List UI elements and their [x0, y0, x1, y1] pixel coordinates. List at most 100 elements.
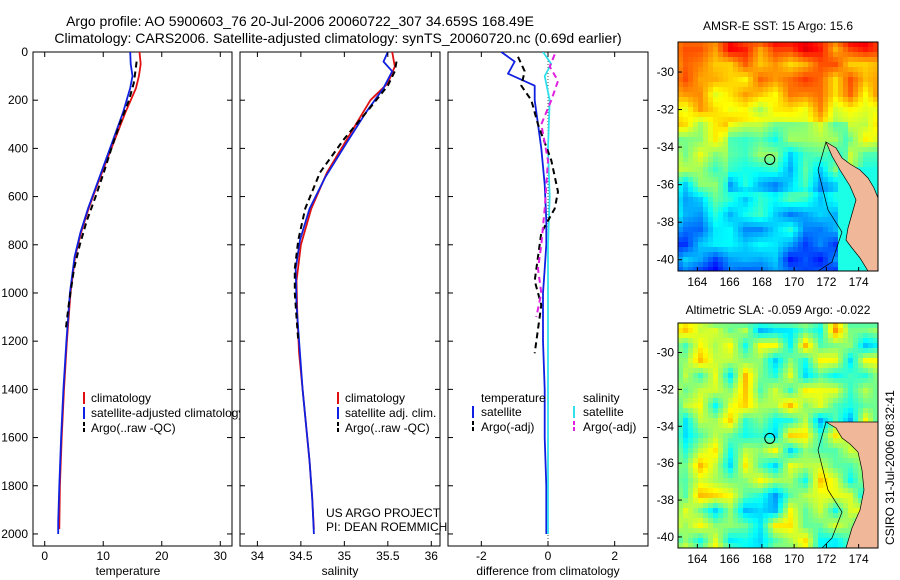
heatmap-cell — [693, 152, 699, 158]
heatmap-cell — [873, 378, 878, 384]
heatmap-cell — [753, 403, 759, 409]
heatmap-cell — [758, 333, 764, 339]
heatmap-cell — [678, 252, 684, 258]
heatmap-cell — [773, 202, 779, 208]
heatmap-cell — [828, 368, 834, 374]
heatmap-cell — [688, 328, 694, 334]
heatmap-cell — [713, 463, 719, 469]
heatmap-cell — [793, 207, 799, 213]
heatmap-cell — [768, 97, 774, 103]
heatmap-cell — [838, 232, 844, 238]
heatmap-cell — [763, 232, 769, 238]
heatmap-cell — [773, 182, 779, 188]
heatmap-cell — [808, 247, 814, 253]
heatmap-cell — [763, 87, 769, 93]
heatmap-cell — [743, 453, 749, 459]
heatmap-cell — [703, 72, 709, 78]
heatmap-cell — [758, 533, 764, 539]
heatmap-cell — [788, 363, 794, 369]
map-y-tick-label: -36 — [657, 456, 675, 470]
heatmap-cell — [828, 157, 834, 163]
heatmap-cell — [738, 137, 744, 143]
heatmap-cell — [733, 538, 739, 544]
heatmap-cell — [693, 428, 699, 434]
heatmap-cell — [873, 132, 878, 138]
heatmap-cell — [778, 72, 784, 78]
heatmap-cell — [853, 152, 859, 158]
heatmap-cell — [683, 508, 689, 514]
heatmap-cell — [823, 448, 829, 454]
heatmap-cell — [823, 212, 829, 218]
heatmap-cell — [743, 172, 749, 178]
heatmap-cell — [698, 267, 704, 271]
heatmap-cell — [773, 187, 779, 193]
heatmap-cell — [748, 403, 754, 409]
map-y-tick-label: -40 — [657, 253, 675, 267]
heatmap-cell — [848, 408, 854, 414]
heatmap-cell — [783, 348, 789, 354]
heatmap-cell — [858, 97, 864, 103]
heatmap-cell — [873, 107, 878, 113]
heatmap-cell — [788, 513, 794, 519]
x-tick-label: 10 — [97, 549, 111, 563]
heatmap-cell — [808, 57, 814, 63]
heatmap-cell — [688, 503, 694, 509]
heatmap-cell — [843, 498, 849, 504]
heatmap-cell — [853, 117, 859, 123]
heatmap-cell — [753, 132, 759, 138]
heatmap-cell — [813, 172, 819, 178]
heatmap-cell — [773, 207, 779, 213]
heatmap-cell — [718, 177, 724, 183]
heatmap-cell — [693, 453, 699, 459]
heatmap-cell — [813, 132, 819, 138]
heatmap-cell — [713, 483, 719, 489]
heatmap-cell — [773, 458, 779, 464]
heatmap-cell — [678, 538, 684, 544]
heatmap-cell — [748, 333, 754, 339]
heatmap-cell — [718, 42, 724, 48]
heatmap-cell — [778, 503, 784, 509]
heatmap-cell — [813, 247, 819, 253]
heatmap-cell — [718, 152, 724, 158]
heatmap-cell — [823, 378, 829, 384]
heatmap-cell — [853, 478, 859, 484]
heatmap-cell — [693, 62, 699, 68]
heatmap-cell — [783, 42, 789, 48]
heatmap-cell — [723, 443, 729, 449]
heatmap-cell — [768, 67, 774, 73]
heatmap-cell — [758, 353, 764, 359]
heatmap-cell — [768, 388, 774, 394]
heatmap-cell — [693, 483, 699, 489]
heatmap-cell — [698, 132, 704, 138]
heatmap-cell — [813, 473, 819, 479]
heatmap-cell — [863, 418, 869, 424]
heatmap-cell — [798, 338, 804, 344]
heatmap-cell — [713, 493, 719, 499]
heatmap-cell — [838, 328, 844, 334]
heatmap-cell — [803, 323, 809, 329]
heatmap-cell — [853, 57, 859, 63]
heatmap-cell — [823, 157, 829, 163]
heatmap-cell — [828, 92, 834, 98]
heatmap-cell — [713, 247, 719, 253]
heatmap-cell — [823, 528, 829, 534]
heatmap-cell — [778, 137, 784, 143]
heatmap-cell — [778, 197, 784, 203]
heatmap-cell — [803, 393, 809, 399]
heatmap-cell — [793, 538, 799, 544]
heatmap-cell — [753, 182, 759, 188]
heatmap-cell — [823, 498, 829, 504]
heatmap-cell — [838, 473, 844, 479]
heatmap-cell — [848, 358, 854, 364]
heatmap-cell — [808, 513, 814, 519]
heatmap-cell — [793, 167, 799, 173]
heatmap-cell — [743, 97, 749, 103]
heatmap-cell — [798, 468, 804, 474]
heatmap-cell — [858, 403, 864, 409]
heatmap-cell — [798, 388, 804, 394]
heatmap-cell — [703, 378, 709, 384]
heatmap-cell — [793, 438, 799, 444]
heatmap-cell — [773, 463, 779, 469]
heatmap-cell — [703, 473, 709, 479]
heatmap-cell — [718, 57, 724, 63]
